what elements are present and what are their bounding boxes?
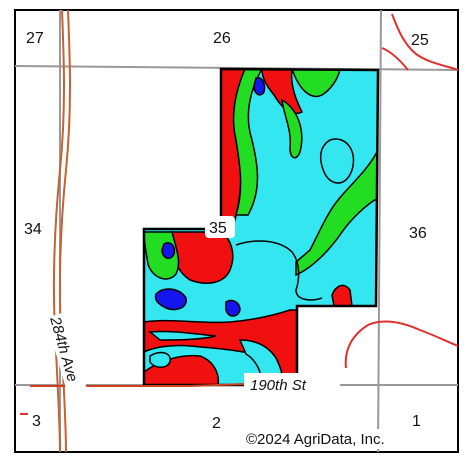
road-label-190th-bg bbox=[244, 373, 340, 395]
section-label-35: 35 bbox=[209, 220, 227, 237]
soil-unit-dark-blue bbox=[253, 76, 266, 96]
soil-unit-red bbox=[331, 284, 353, 307]
section-label-1: 1 bbox=[412, 413, 421, 430]
soil-boundary bbox=[235, 240, 323, 301]
section-label-36: 36 bbox=[409, 225, 427, 242]
soil-unit-green bbox=[295, 149, 378, 277]
soil-unit-green bbox=[232, 69, 264, 216]
road-label-284th-bg bbox=[45, 312, 98, 434]
soil-unit-light-blue bbox=[148, 330, 217, 341]
copyright-text: ©2024 AgriData, Inc. bbox=[246, 431, 385, 448]
section-label-34: 34 bbox=[24, 221, 42, 238]
road-284th-ave bbox=[52, 9, 71, 453]
soil-unit-dark-blue bbox=[154, 288, 187, 311]
soil-unit-dark-blue bbox=[161, 242, 176, 260]
road-label-190th-st: 190th St bbox=[250, 377, 307, 394]
section-label-3: 3 bbox=[32, 413, 41, 430]
section-label-26: 26 bbox=[213, 30, 231, 47]
creek-lines bbox=[20, 13, 459, 415]
copyright-bg bbox=[243, 429, 451, 449]
soil-unit-light-blue bbox=[149, 351, 171, 368]
section-label-2: 2 bbox=[212, 415, 221, 432]
soil-boundary bbox=[319, 138, 355, 184]
soil-unit-green bbox=[290, 69, 341, 98]
section-label-27: 27 bbox=[26, 30, 44, 47]
section-label-25: 25 bbox=[411, 32, 429, 49]
soil-unit-dark-blue bbox=[225, 299, 241, 317]
section-label-35-bg bbox=[205, 216, 235, 238]
soil-unit-green bbox=[281, 98, 303, 159]
